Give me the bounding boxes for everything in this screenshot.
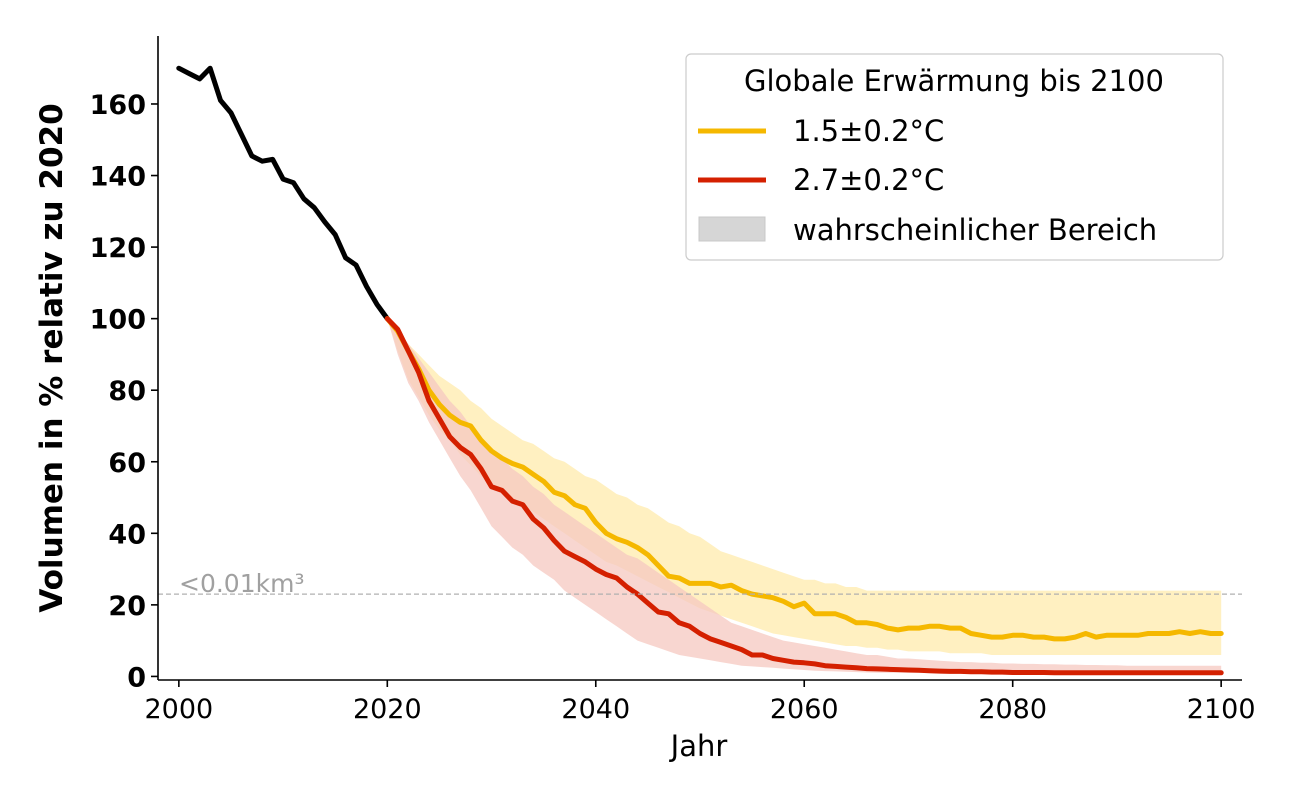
legend-swatch-range (698, 216, 766, 242)
y-tick-label: 160 (90, 90, 146, 121)
y-tick-label: 60 (108, 448, 146, 479)
legend-title: Globale Erwärmung bis 2100 (744, 64, 1164, 98)
legend-entry-2-7: 2.7±0.2°C (793, 163, 944, 197)
legend-box (685, 53, 1224, 261)
x-tick-label: 2040 (561, 694, 630, 725)
y-tick-label: 120 (90, 233, 146, 264)
y-axis-label: Volumen in % relativ zu 2020 (34, 103, 70, 612)
likely-range-band-1 (387, 318, 1222, 655)
y-tick-label: 20 (108, 591, 146, 622)
likely-range-band-2 (387, 318, 1222, 673)
y-tick-label: 80 (108, 376, 146, 407)
legend-entry-1-5: 1.5±0.2°C (793, 114, 944, 148)
series-line-2 (384, 316, 1224, 676)
x-tick-label: 2100 (1187, 694, 1256, 725)
legend-entry-range: wahrscheinlicher Bereich (793, 213, 1157, 247)
x-axis-label: Jahr (669, 729, 728, 763)
x-tick-label: 2080 (978, 694, 1047, 725)
y-tick-label: 140 (90, 162, 146, 193)
series-line-1 (384, 316, 1224, 642)
x-tick-label: 2000 (144, 694, 213, 725)
x-tick-label: 2020 (353, 694, 422, 725)
y-tick-label: 100 (90, 305, 146, 336)
observed-series-line (176, 65, 390, 322)
legend: Globale Erwärmung bis 2100 1.5±0.2°C 2.7… (685, 53, 1224, 261)
reference-line-label: <0.01km³ (179, 569, 304, 598)
y-tick-label: 0 (127, 662, 146, 693)
x-tick-label: 2060 (770, 694, 839, 725)
y-tick-label: 40 (108, 519, 146, 550)
